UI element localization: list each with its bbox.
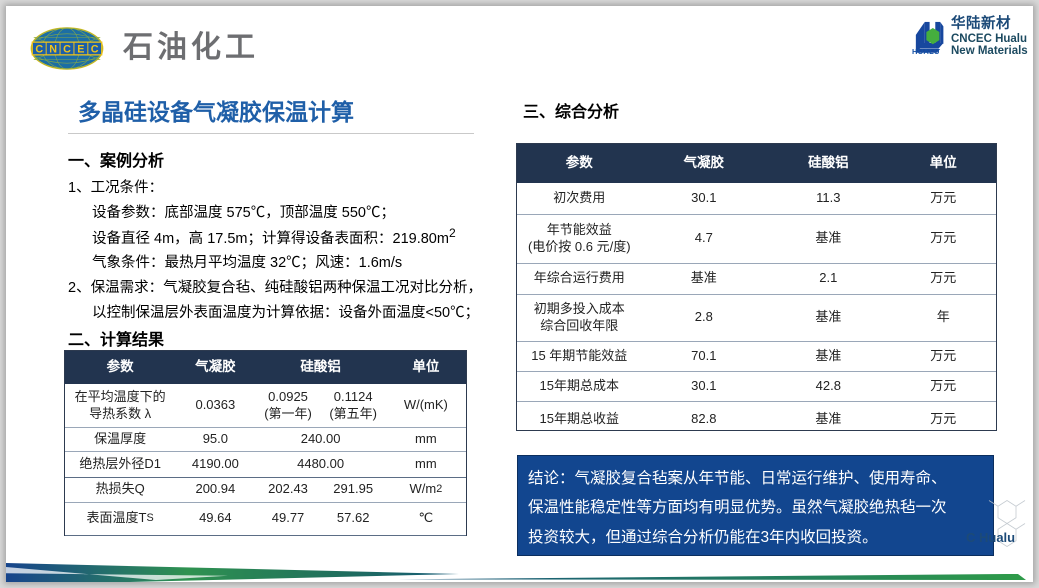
svg-text:N: N <box>49 43 57 55</box>
svg-text:C: C <box>63 43 71 55</box>
svg-text:E: E <box>77 43 84 55</box>
svg-text:C: C <box>91 43 99 55</box>
svg-text:C: C <box>35 43 43 55</box>
